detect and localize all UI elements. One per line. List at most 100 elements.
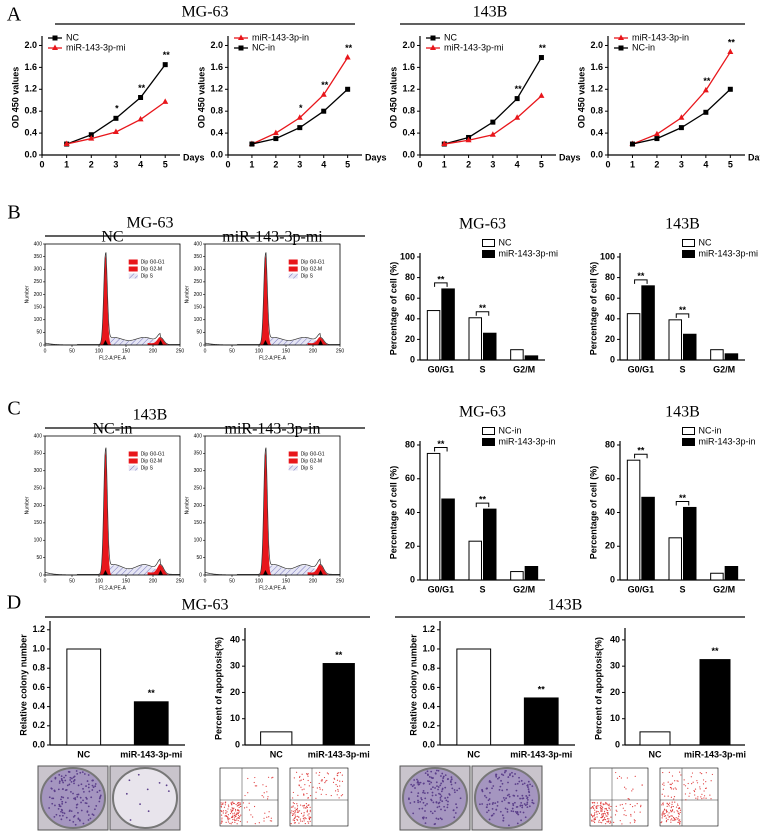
significance: **	[711, 646, 719, 656]
y-tick-label: 0.4	[590, 127, 603, 137]
colony-dot	[75, 770, 78, 772]
cell-dot	[292, 812, 294, 815]
cell-dot	[602, 803, 604, 805]
marker	[162, 98, 169, 104]
cell-dot	[618, 775, 621, 778]
cell-dot	[221, 821, 223, 823]
cell-dot	[600, 810, 602, 812]
cell-dot	[691, 772, 694, 774]
x-tick-label: G0/G1	[628, 584, 655, 594]
cell-dot	[298, 822, 300, 824]
cell-dot	[308, 785, 310, 787]
cell-dot	[306, 806, 308, 809]
x-tick-label: 250	[176, 578, 185, 584]
colony-dot	[454, 812, 457, 814]
y-axis-label: Percent of apoptosis(%)	[593, 637, 603, 740]
cell-dot	[235, 810, 237, 812]
cell-dot	[672, 805, 675, 808]
marker	[137, 115, 144, 122]
cell-dot	[307, 779, 309, 782]
cell-dot	[232, 815, 234, 817]
cell-dot	[222, 802, 224, 804]
cell-dot	[668, 812, 670, 814]
cell-dot	[301, 773, 303, 775]
y-tick-label: 0	[410, 574, 415, 584]
legend-swatch	[682, 250, 695, 258]
cell-dot	[609, 822, 611, 824]
colony-dot	[448, 794, 451, 796]
significance: **	[321, 80, 329, 90]
cell-dot	[697, 796, 699, 798]
y-axis-label: Relative colony number	[408, 634, 418, 736]
legend-marker	[430, 35, 436, 41]
x-tick-label: 0	[44, 578, 47, 584]
cell-dot	[307, 796, 309, 799]
colony-dot	[60, 796, 63, 798]
cell-dot	[238, 801, 240, 804]
cell-dot	[297, 815, 299, 817]
colony-dot	[524, 804, 527, 807]
cell-dot	[234, 819, 236, 822]
cell-dot	[672, 816, 675, 819]
marker	[465, 136, 472, 143]
cell-dot	[341, 774, 343, 776]
cell-dot	[220, 814, 223, 816]
x-tick-label: 3	[679, 159, 684, 169]
marker	[702, 86, 709, 93]
cell-dot	[303, 804, 305, 806]
colony-dot	[417, 799, 419, 802]
colony-dot	[458, 787, 461, 790]
cell-dot	[315, 797, 317, 799]
colony-dot	[441, 818, 443, 821]
colony-dot	[438, 805, 441, 808]
colony-dot	[91, 789, 94, 791]
bar	[468, 317, 482, 361]
cell-dot	[600, 810, 602, 813]
colony-dot	[489, 781, 492, 784]
colony-dot	[432, 801, 435, 804]
cell-dot	[294, 816, 296, 818]
colony-dot	[436, 806, 439, 809]
cell-dot	[236, 813, 238, 816]
cell-dot	[675, 806, 678, 808]
colony-dot	[443, 805, 446, 808]
y-tick-label: 0.0	[422, 739, 435, 749]
colony-dot	[426, 773, 429, 776]
cell-dot	[687, 782, 689, 785]
legend-label: Dip G2-M	[301, 266, 322, 272]
colony-dot	[80, 783, 83, 786]
cell-dot	[675, 788, 677, 790]
colony-dot	[70, 790, 72, 793]
colony-dot	[526, 799, 529, 801]
y-tick-label: 2.0	[24, 40, 37, 50]
colony-dot	[424, 804, 427, 807]
cell-dot	[602, 819, 604, 821]
legend-label: miR-143-3p-mi	[499, 248, 559, 258]
cell-dot	[679, 809, 682, 811]
cell-dot	[668, 802, 671, 804]
colony-dot	[494, 802, 497, 805]
cell-dot	[222, 810, 225, 812]
cell-dot	[292, 802, 294, 804]
colony-dot	[424, 810, 426, 812]
x-tick-label: G0/G1	[428, 584, 455, 594]
y-tick-label: 40	[230, 634, 240, 644]
bar	[683, 506, 697, 581]
cell-dot	[710, 798, 712, 800]
colony-dot	[513, 801, 516, 804]
colony-dot	[79, 771, 82, 774]
colony-dot	[514, 783, 517, 786]
marker	[345, 86, 351, 92]
colony-dot	[439, 784, 442, 787]
cell-dot	[671, 782, 673, 784]
colony-dot	[428, 783, 431, 785]
legend-label: miR-143-3p-mi	[66, 42, 126, 52]
legend-label: NC-in	[632, 42, 655, 52]
y-tick-label: 100	[34, 538, 43, 544]
cell-dot	[627, 797, 629, 800]
colony-dot	[87, 805, 90, 808]
legend-label: NC	[499, 237, 512, 247]
cell-dot	[673, 811, 675, 813]
x-tick-label: 3	[490, 159, 495, 169]
colony-dot	[515, 789, 518, 792]
